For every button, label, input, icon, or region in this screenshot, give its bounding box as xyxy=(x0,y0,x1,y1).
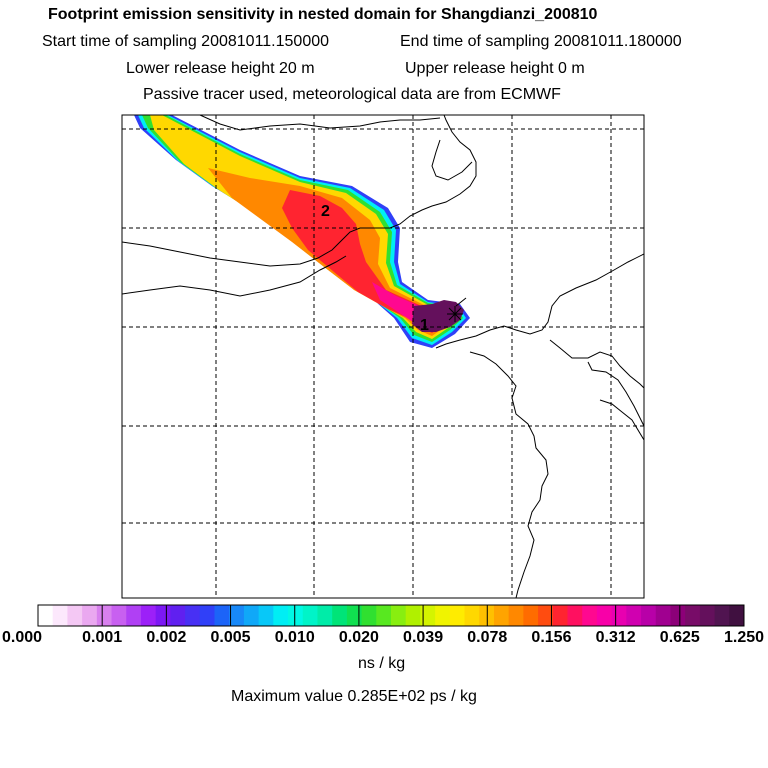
colorbar-tick-label: 0.020 xyxy=(338,629,379,646)
colorbar-cell xyxy=(714,605,730,626)
colorbar-cell xyxy=(523,605,539,626)
colorbar-cell xyxy=(185,605,201,626)
colorbar-tick-label: 0.312 xyxy=(595,629,636,646)
colorbar-cell xyxy=(405,605,421,626)
end-time-label: End time of sampling 20081011.180000 xyxy=(400,33,682,50)
colorbar-tick-label: 1.250 xyxy=(723,629,765,646)
colorbar-cell xyxy=(449,605,466,626)
colorbar-cell xyxy=(111,605,127,626)
colorbar-cell xyxy=(596,605,613,626)
colorbar-cell xyxy=(391,605,407,626)
colorbar-tick-label: 0.005 xyxy=(210,629,251,646)
receptor-marker xyxy=(447,297,467,322)
point-label-2: 2 xyxy=(321,203,330,220)
colorbar-tick-label: 0.156 xyxy=(531,629,572,646)
colorbar-cell xyxy=(38,605,54,626)
colorbar-cell xyxy=(346,605,363,626)
colorbar-cell xyxy=(288,605,304,626)
colorbar-cell xyxy=(508,605,524,626)
colorbar-cell xyxy=(376,605,392,626)
colorbar-cell xyxy=(611,605,627,626)
colorbar-unit: ns / kg xyxy=(358,655,406,672)
colorbar-cell xyxy=(552,605,568,626)
colorbar-cell xyxy=(493,605,510,626)
graticule xyxy=(122,115,644,598)
tracer-note: Passive tracer used, meteorological data… xyxy=(143,86,561,103)
colorbar-cell xyxy=(332,605,348,626)
colorbar-cell xyxy=(538,605,554,626)
colorbar-cell xyxy=(729,605,745,626)
colorbar-cell xyxy=(199,605,215,626)
colorbar-cell xyxy=(670,605,686,626)
colorbar-cell xyxy=(67,605,83,626)
colorbar-cell xyxy=(685,605,701,626)
maximum-value-label: Maximum value 0.285E+02 ps / kg xyxy=(231,688,477,705)
colorbar-cell xyxy=(96,605,113,626)
plume-layer-dark xyxy=(412,300,464,332)
colorbar-cell xyxy=(52,605,68,626)
colorbar-tick-label: 0.002 xyxy=(146,629,187,646)
colorbar-cell xyxy=(258,605,274,626)
colorbar-cell xyxy=(641,605,657,626)
coastlines xyxy=(122,115,644,598)
lower-release-label: Lower release height 20 m xyxy=(126,60,315,77)
colorbar-cell xyxy=(170,605,186,626)
colorbar-tick-label: 0.010 xyxy=(274,629,315,646)
start-time-label: Start time of sampling 20081011.150000 xyxy=(42,33,330,50)
colorbar-cell xyxy=(243,605,260,626)
colorbar-tick-label: 0.625 xyxy=(659,629,700,646)
colorbar-cell xyxy=(317,605,333,626)
plot-title: Footprint emission sensitivity in nested… xyxy=(48,6,598,23)
colorbar-cell xyxy=(155,605,171,626)
colorbar-cell xyxy=(464,605,480,626)
colorbar-tick-label: 0.039 xyxy=(403,629,444,646)
colorbar-tick-label: 0.001 xyxy=(82,629,123,646)
colorbar-cell xyxy=(582,605,598,626)
map-frame xyxy=(121,114,645,599)
colorbar-cell xyxy=(126,605,142,626)
colorbar-tick-label: 0.000 xyxy=(1,629,43,646)
colorbar-frame xyxy=(37,604,745,627)
colorbar-cell xyxy=(420,605,436,626)
colorbar-cell xyxy=(273,605,289,626)
colorbar-cell xyxy=(214,605,230,626)
colorbar-cell xyxy=(140,605,157,626)
upper-release-label: Upper release height 0 m xyxy=(405,60,585,77)
colorbar-cell xyxy=(567,605,583,626)
point-label-1: 1 xyxy=(420,317,429,334)
colorbar-cell xyxy=(655,605,671,626)
colorbar-tick-label: 0.078 xyxy=(467,629,508,646)
colorbar-cell xyxy=(626,605,642,626)
colorbar-cell xyxy=(82,605,98,626)
plume-layer-red xyxy=(282,190,452,333)
colorbar-cell xyxy=(435,605,451,626)
colorbar-cell xyxy=(361,605,377,626)
colorbar-cell xyxy=(229,605,245,626)
colorbar-cell xyxy=(699,605,716,626)
colorbar-cell xyxy=(302,605,318,626)
